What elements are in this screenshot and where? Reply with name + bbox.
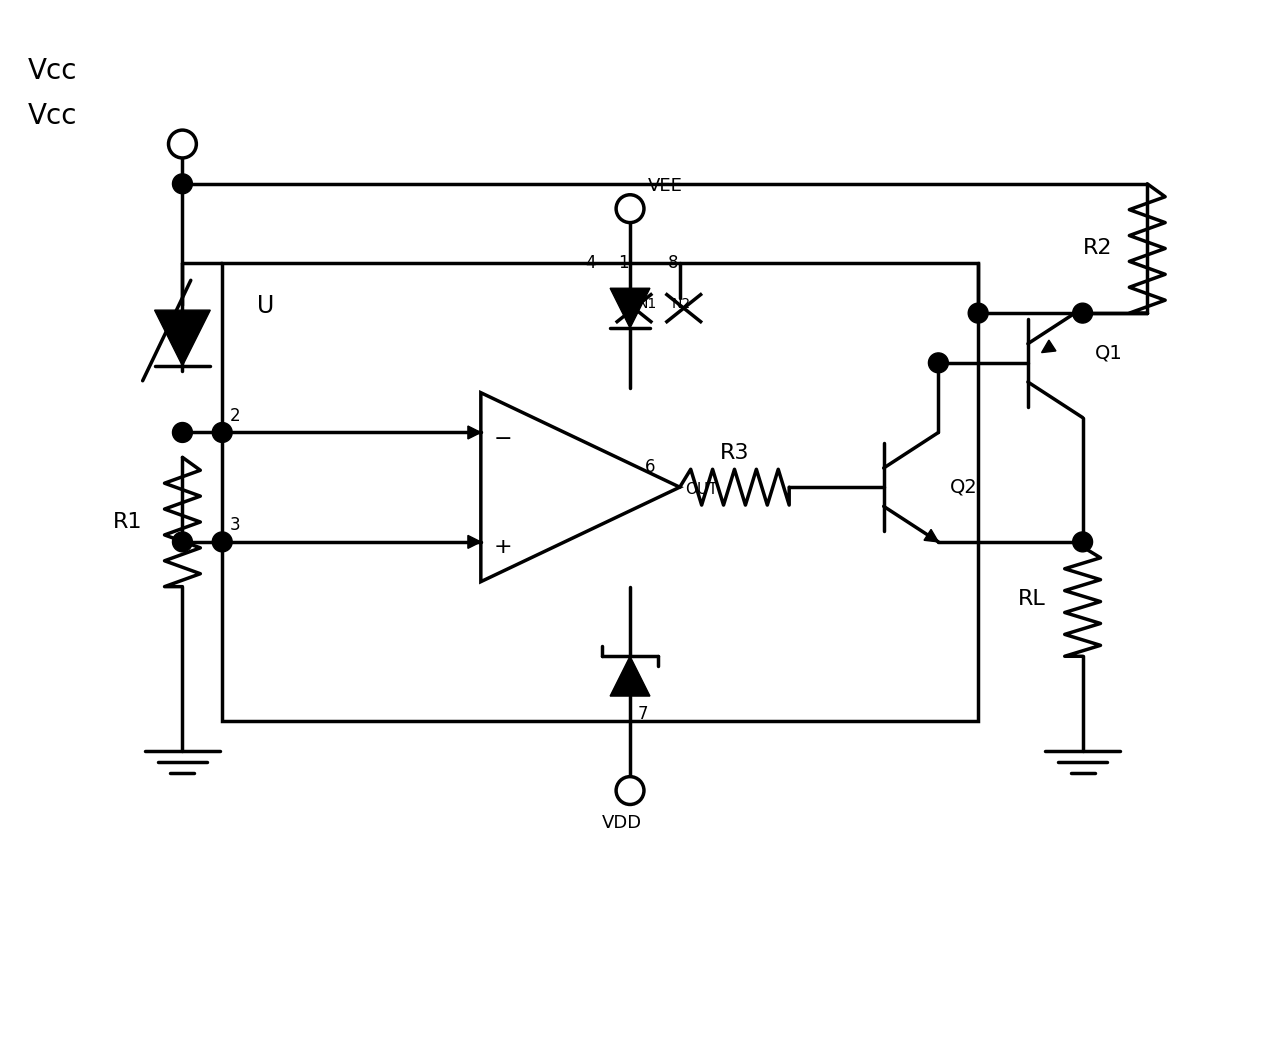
Text: RL: RL	[1018, 589, 1045, 610]
Bar	[223, 264, 978, 721]
Circle shape	[213, 532, 232, 552]
Circle shape	[213, 422, 232, 443]
Text: Q2: Q2	[951, 477, 978, 497]
Circle shape	[969, 303, 988, 323]
Text: 1: 1	[619, 254, 629, 272]
Text: N1: N1	[638, 297, 657, 312]
Text: Q1: Q1	[1095, 344, 1123, 363]
Text: 7: 7	[638, 705, 648, 723]
Polygon shape	[468, 536, 481, 548]
Text: Vcc: Vcc	[28, 57, 78, 85]
Text: OUT: OUT	[685, 482, 718, 497]
Text: VEE: VEE	[648, 177, 682, 195]
Circle shape	[1073, 303, 1092, 323]
Text: 8: 8	[668, 254, 679, 272]
Polygon shape	[610, 289, 651, 328]
Circle shape	[172, 174, 192, 194]
Text: 2: 2	[230, 406, 241, 424]
Text: VDD: VDD	[602, 815, 643, 833]
Polygon shape	[1041, 340, 1055, 352]
Polygon shape	[924, 529, 938, 542]
Polygon shape	[154, 311, 210, 366]
Text: $+$: $+$	[493, 537, 510, 556]
Text: R2: R2	[1082, 239, 1113, 258]
Circle shape	[616, 195, 644, 223]
Circle shape	[1073, 532, 1092, 552]
Text: 3: 3	[230, 516, 241, 534]
Text: Vcc: Vcc	[28, 102, 78, 130]
Circle shape	[928, 353, 948, 373]
Circle shape	[168, 130, 196, 158]
Text: 6: 6	[645, 458, 656, 476]
Circle shape	[172, 422, 192, 443]
Circle shape	[172, 532, 192, 552]
Text: R3: R3	[719, 443, 750, 464]
Text: R1: R1	[113, 512, 143, 532]
Polygon shape	[468, 426, 481, 439]
Text: U: U	[257, 294, 274, 318]
Text: N2: N2	[672, 297, 691, 312]
Polygon shape	[610, 656, 651, 696]
Circle shape	[616, 776, 644, 804]
Text: $-$: $-$	[493, 427, 510, 447]
Text: 4: 4	[586, 254, 596, 272]
